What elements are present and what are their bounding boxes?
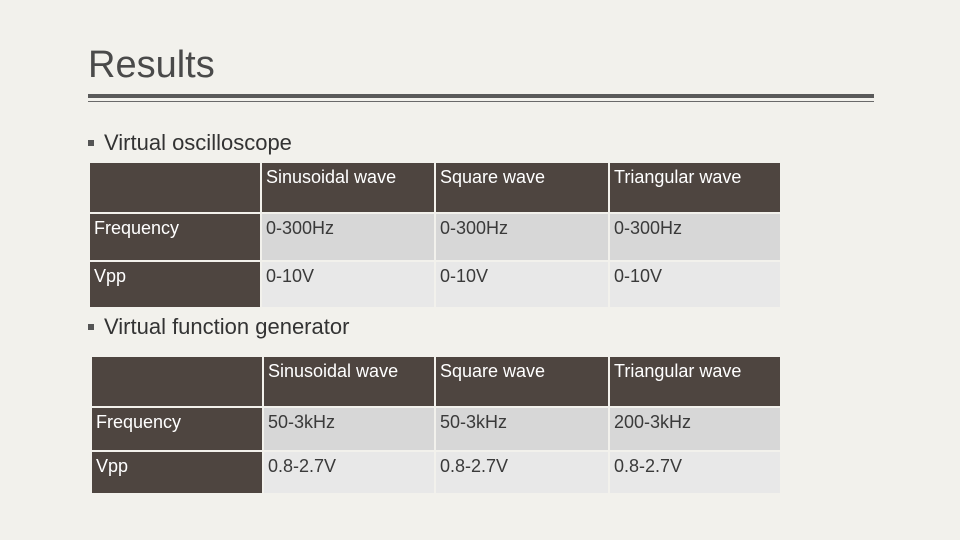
bullet-text: Virtual function generator — [104, 314, 350, 339]
row-label: Vpp — [88, 260, 262, 309]
table-header-row: Sinusoidal wave Square wave Triangular w… — [88, 161, 782, 214]
table-cell: 0-300Hz — [608, 212, 782, 262]
header-cell: Sinusoidal wave — [262, 355, 436, 408]
header-cell: Triangular wave — [608, 355, 782, 408]
table-row: Vpp 0-10V 0-10V 0-10V — [88, 260, 782, 309]
header-cell-empty — [90, 355, 264, 408]
header-cell-empty — [88, 161, 262, 214]
slide-title: Results — [88, 44, 215, 86]
table-row: Frequency 0-300Hz 0-300Hz 0-300Hz — [88, 212, 782, 262]
table-row: Frequency 50-3kHz 50-3kHz 200-3kHz — [90, 406, 782, 452]
function-generator-table: Sinusoidal wave Square wave Triangular w… — [90, 355, 782, 495]
oscilloscope-table: Sinusoidal wave Square wave Triangular w… — [88, 161, 782, 309]
table-header-row: Sinusoidal wave Square wave Triangular w… — [90, 355, 782, 408]
table-cell: 0.8-2.7V — [434, 450, 610, 495]
table-cell: 0-10V — [260, 260, 436, 309]
title-divider-thick — [88, 94, 874, 98]
title-divider-thin — [88, 101, 874, 102]
header-cell: Sinusoidal wave — [260, 161, 436, 214]
bullet-text: Virtual oscilloscope — [104, 130, 292, 155]
bullet-virtual-oscilloscope: Virtual oscilloscope — [88, 130, 292, 156]
table-cell: 0-10V — [608, 260, 782, 309]
row-label: Frequency — [88, 212, 262, 262]
square-bullet-icon — [88, 140, 94, 146]
table-cell: 0.8-2.7V — [262, 450, 436, 495]
table-cell: 50-3kHz — [434, 406, 610, 452]
header-cell: Square wave — [434, 161, 610, 214]
table-cell: 0-300Hz — [260, 212, 436, 262]
square-bullet-icon — [88, 324, 94, 330]
table-cell: 0.8-2.7V — [608, 450, 782, 495]
bullet-virtual-function-generator: Virtual function generator — [88, 314, 349, 340]
table-cell: 0-300Hz — [434, 212, 610, 262]
header-cell: Square wave — [434, 355, 610, 408]
table-cell: 0-10V — [434, 260, 610, 309]
row-label: Frequency — [90, 406, 264, 452]
header-cell: Triangular wave — [608, 161, 782, 214]
table-cell: 50-3kHz — [262, 406, 436, 452]
table-row: Vpp 0.8-2.7V 0.8-2.7V 0.8-2.7V — [90, 450, 782, 495]
row-label: Vpp — [90, 450, 264, 495]
table-cell: 200-3kHz — [608, 406, 782, 452]
